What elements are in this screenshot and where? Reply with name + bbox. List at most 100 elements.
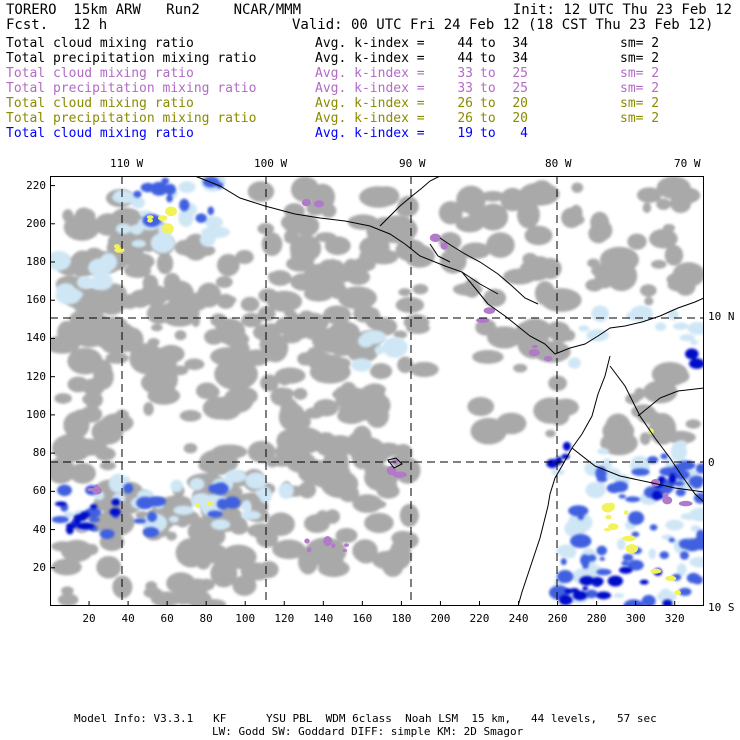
cloud-blue bbox=[623, 599, 644, 606]
legend-k-to: to bbox=[480, 96, 496, 111]
axis-ticks bbox=[50, 185, 676, 606]
cloud-gray bbox=[516, 200, 540, 229]
cloud-gray bbox=[363, 383, 386, 396]
cloud-gray bbox=[527, 256, 552, 277]
cloud-dark-blue bbox=[564, 588, 573, 594]
cloud-gray bbox=[639, 284, 657, 297]
cloud-gray bbox=[287, 543, 305, 555]
cloud-light-blue bbox=[601, 458, 612, 470]
cloud-light-blue bbox=[690, 339, 699, 346]
cloud-purple bbox=[323, 536, 333, 547]
cloud-gray bbox=[266, 290, 303, 313]
legend-k-end: 20 bbox=[512, 96, 528, 111]
cloud-gray bbox=[368, 249, 399, 265]
cloud-light-blue bbox=[56, 283, 76, 298]
panama-colombia-coast bbox=[554, 297, 704, 355]
cloud-gray bbox=[409, 361, 439, 378]
cloud-yellow bbox=[622, 535, 637, 542]
cloud-gray bbox=[304, 537, 347, 567]
cloud-purple bbox=[531, 344, 538, 349]
cloud-blue bbox=[585, 589, 598, 599]
cloud-gray bbox=[215, 276, 233, 288]
cloud-gray bbox=[164, 280, 194, 306]
cloud-dark-blue bbox=[555, 456, 563, 466]
cloud-yellow bbox=[165, 206, 178, 217]
cloud-purple bbox=[331, 543, 336, 549]
cloud-gray bbox=[240, 296, 260, 312]
legend-field-name: Total precipitation mixing ratio bbox=[6, 111, 257, 126]
ecuador-peru-coast bbox=[517, 447, 573, 606]
cloud-blue bbox=[164, 183, 176, 195]
cloud-blue bbox=[150, 181, 168, 196]
legend-k-to: to bbox=[480, 126, 496, 141]
cloud-gray bbox=[62, 209, 74, 223]
cloud-gray bbox=[98, 295, 125, 315]
legend-row: Total cloud mixing ratio Avg. k-index = 26… bbox=[6, 96, 736, 111]
legend-k-from: 33 bbox=[457, 81, 473, 96]
legend-k-end: 4 bbox=[520, 126, 528, 141]
cloud-gray bbox=[338, 398, 375, 422]
cloud-gray bbox=[220, 544, 257, 570]
cloud-gray bbox=[290, 273, 318, 291]
cloud-gray bbox=[664, 244, 684, 266]
physics-info: LW: Godd SW: Goddard DIFF: simple KM: 2D… bbox=[212, 725, 524, 738]
cloud-gray bbox=[639, 432, 651, 446]
cloud-dark-blue bbox=[109, 507, 121, 517]
legend-k-to: to bbox=[480, 36, 496, 51]
cloud-blue bbox=[89, 517, 100, 523]
legend-k-from: 44 bbox=[457, 51, 473, 66]
cloud-blue bbox=[207, 510, 223, 518]
model-title: TORERO 15km ARW Run2 NCAR/MMM bbox=[6, 2, 302, 18]
cloud-yellow bbox=[162, 223, 174, 235]
legend-k-from: 44 bbox=[457, 36, 473, 51]
cloud-blue bbox=[133, 518, 147, 524]
cloud-gray bbox=[175, 514, 190, 528]
cloud-blue bbox=[627, 559, 644, 571]
cloud-gray bbox=[303, 286, 334, 302]
x-tick-label: 200 bbox=[430, 612, 451, 625]
cloud-blue bbox=[649, 524, 658, 531]
cloud-blue bbox=[580, 554, 591, 567]
cloud-blue bbox=[659, 551, 670, 559]
cloud-gray bbox=[391, 530, 415, 546]
legend-smoothing: sm= 2 bbox=[620, 96, 660, 111]
cloud-light-blue bbox=[173, 505, 194, 516]
legend-row: Total precipitation mixing ratio Avg. k-i… bbox=[6, 111, 736, 126]
legend-k-end: 25 bbox=[512, 81, 528, 96]
cloud-dark-blue bbox=[591, 576, 604, 586]
country-border-1 bbox=[571, 447, 704, 493]
cloud-gray bbox=[194, 244, 216, 257]
cloud-gray bbox=[364, 512, 394, 533]
cloud-blue bbox=[631, 468, 650, 476]
cloud-yellow bbox=[608, 523, 619, 531]
y-tick-label: 60 bbox=[32, 484, 46, 498]
x-tick-label: 240 bbox=[508, 612, 529, 625]
cloud-light-blue bbox=[91, 272, 113, 291]
map-frame bbox=[50, 176, 704, 606]
caribbean-coast bbox=[439, 237, 539, 305]
cloud-gray bbox=[338, 528, 348, 540]
model-info: Model Info: V3.3.1 KF YSU PBL WDM 6class… bbox=[74, 712, 657, 725]
cloud-blue bbox=[195, 213, 207, 223]
cloud-gray bbox=[270, 387, 293, 406]
longitude-label: 70 W bbox=[674, 157, 701, 170]
cloud-blue bbox=[695, 463, 704, 474]
cloud-gray bbox=[105, 352, 129, 364]
cloud-gray bbox=[297, 352, 314, 366]
legend-field-name: Total cloud mixing ratio bbox=[6, 96, 194, 111]
cloud-gray bbox=[438, 201, 463, 225]
cloud-dark-blue bbox=[579, 575, 595, 586]
cloud-purple bbox=[301, 198, 312, 207]
cloud-gray bbox=[627, 233, 647, 250]
cloud-gray bbox=[372, 550, 404, 570]
cloud-gray bbox=[239, 392, 251, 403]
cloud-gray bbox=[324, 236, 351, 256]
cloud-purple bbox=[313, 200, 324, 208]
legend-k-end: 20 bbox=[512, 111, 528, 126]
legend-field-name: Total cloud mixing ratio bbox=[6, 126, 194, 141]
cloud-dark-blue bbox=[595, 591, 612, 600]
cloud-light-blue bbox=[673, 322, 689, 330]
cloud-light-blue bbox=[210, 519, 231, 530]
cloud-blue bbox=[678, 538, 693, 550]
cloud-gray bbox=[352, 494, 383, 513]
